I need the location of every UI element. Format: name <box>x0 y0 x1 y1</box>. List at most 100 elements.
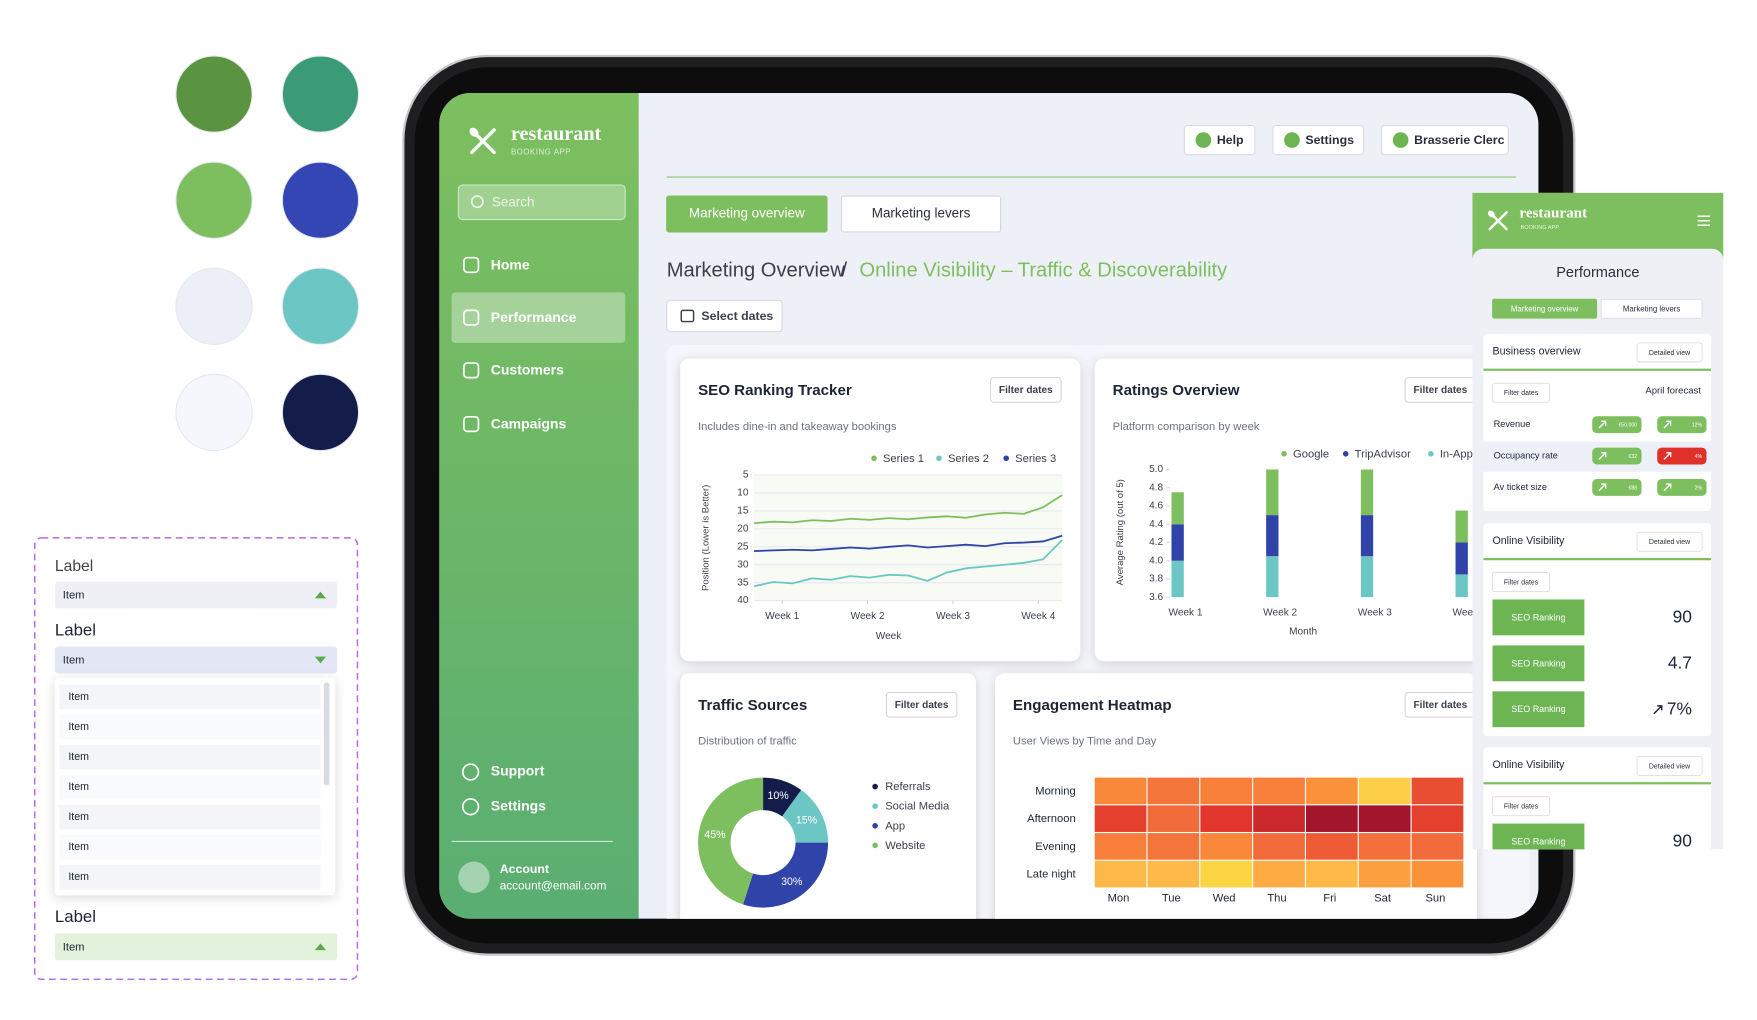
y-tick-label: 5 <box>743 470 749 481</box>
option-text: Item <box>68 871 89 883</box>
card-title: Online Visibility <box>1493 759 1566 771</box>
pie-slice <box>742 842 829 908</box>
x-tick-label: Week 4 <box>1453 608 1487 619</box>
trend-arrow <box>1653 705 1663 715</box>
search-placeholder: Search <box>492 194 535 209</box>
dropdown-label: Label <box>55 907 96 926</box>
search-box[interactable]: Search <box>457 184 626 221</box>
small-button[interactable]: Filter dates <box>1492 382 1551 403</box>
sidebar <box>439 93 639 919</box>
x-tick-label: Week 2 <box>851 611 885 622</box>
nav-label: Settings <box>491 797 546 813</box>
heat-cell <box>1358 805 1411 832</box>
dropdown-option[interactable]: Item <box>59 834 321 860</box>
avatar <box>458 861 490 894</box>
card-subtitle: Platform comparison by week <box>1113 421 1260 433</box>
option-row <box>59 864 321 890</box>
badge <box>1657 447 1707 465</box>
heat-cell <box>1411 833 1464 860</box>
legend-dot <box>872 823 878 829</box>
button-label: Filter dates <box>1504 804 1539 811</box>
legend-label: Referrals <box>885 781 931 793</box>
metric-value: 7% <box>1667 698 1692 718</box>
slice-label: 10% <box>767 790 789 802</box>
small-button[interactable]: Detailed view <box>1636 531 1703 552</box>
brand-tagline: BOOKING APP <box>1521 225 1560 231</box>
legend-label: In-App <box>1440 448 1473 460</box>
badge <box>1592 447 1642 465</box>
nav-item[interactable]: Settings <box>461 797 546 816</box>
legend-label: App <box>885 820 905 832</box>
button-icon <box>1284 132 1300 148</box>
heat-cell <box>1253 805 1305 832</box>
filter-button[interactable]: Filter dates <box>1404 691 1477 718</box>
bar-segment <box>1171 492 1184 525</box>
dropdown-option[interactable]: Item <box>59 684 321 710</box>
logo-icon <box>469 127 479 137</box>
dropdown-option[interactable]: Item <box>59 864 321 890</box>
badge-text: €88 <box>1628 485 1637 491</box>
dropdown-option[interactable]: Item <box>59 774 321 800</box>
legend-dot <box>871 455 877 462</box>
y-tick-label: 15 <box>737 506 749 517</box>
caret-icon <box>314 943 327 951</box>
bar-segment <box>1360 556 1374 598</box>
tab[interactable]: Marketing levers <box>1600 298 1703 319</box>
color-swatch <box>175 55 253 133</box>
dropdown-option[interactable]: Item <box>59 744 321 770</box>
nav-item[interactable]: Campaigns <box>463 415 567 433</box>
nav-label: Customers <box>491 362 564 378</box>
option-text: Item <box>68 811 89 823</box>
y-axis-label: Position (Lower is Better) <box>700 485 711 591</box>
legend-label: Website <box>885 840 925 852</box>
card-title: Online Visibility <box>1493 535 1566 547</box>
color-swatch <box>175 161 253 239</box>
nav-item[interactable]: Home <box>463 256 530 274</box>
legend-dot <box>1281 451 1287 457</box>
dropdown-label: Label <box>55 620 96 639</box>
badge <box>1657 479 1707 496</box>
y-tick-label: 20 <box>737 524 749 535</box>
header-button[interactable]: Help <box>1183 124 1256 156</box>
badge <box>1592 479 1642 496</box>
header-button[interactable]: Brasserie Clerc <box>1381 124 1509 156</box>
mobile-panel: restaurant BOOKING APP Performance Marketin… <box>1472 192 1724 850</box>
column-label: Mon <box>1108 893 1130 905</box>
filter-button[interactable]: Filter dates <box>885 691 958 718</box>
filter-button[interactable]: Filter dates <box>1404 377 1477 403</box>
option-row <box>59 714 321 740</box>
column-label: Tue <box>1162 893 1181 905</box>
dropdown-option[interactable]: Item <box>59 804 321 830</box>
pie-slice <box>782 790 829 843</box>
tab[interactable]: Marketing overview <box>1492 298 1598 319</box>
dropdown[interactable]: Item <box>54 646 338 674</box>
filter-button[interactable]: Filter dates <box>989 377 1062 403</box>
nav-item[interactable]: Performance <box>451 292 626 343</box>
dropdown-option[interactable]: Item <box>59 714 321 740</box>
button-label: Filter dates <box>1504 390 1539 397</box>
dropdown[interactable]: Item <box>54 933 338 961</box>
button-label: Brasserie Clerc <box>1414 133 1505 147</box>
dropdown[interactable]: Item <box>54 581 338 609</box>
small-button[interactable]: Detailed view <box>1636 755 1703 776</box>
brand-tagline: BOOKING APP <box>511 147 571 156</box>
nav-item[interactable]: Support <box>461 763 545 781</box>
y-tick-label: 4.4 <box>1149 519 1163 530</box>
legend-label: Series 3 <box>1015 453 1056 465</box>
tab[interactable]: Marketing overview <box>666 195 828 233</box>
small-button[interactable]: Filter dates <box>1492 796 1551 817</box>
small-button[interactable]: Filter dates <box>1492 572 1551 593</box>
tab[interactable]: Marketing levers <box>840 195 1002 233</box>
nav-item[interactable]: Customers <box>463 362 564 379</box>
date-button[interactable]: Select dates <box>666 299 783 333</box>
y-tick-label: 4.8 <box>1149 482 1163 493</box>
card-title: SEO Ranking Tracker <box>698 382 852 399</box>
badge-text: €32 <box>1628 454 1637 460</box>
dropdown-value: Item <box>63 589 85 601</box>
menu-button[interactable] <box>1697 215 1710 226</box>
heat-cell <box>1411 805 1464 832</box>
small-button[interactable]: Detailed view <box>1636 342 1703 363</box>
heat-cell <box>1253 833 1305 860</box>
search-field <box>457 184 626 221</box>
header-button[interactable]: Settings <box>1272 124 1365 156</box>
